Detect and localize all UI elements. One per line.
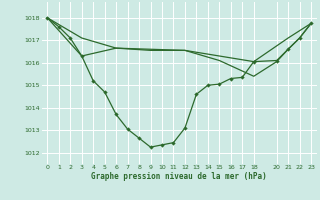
- X-axis label: Graphe pression niveau de la mer (hPa): Graphe pression niveau de la mer (hPa): [91, 172, 267, 181]
